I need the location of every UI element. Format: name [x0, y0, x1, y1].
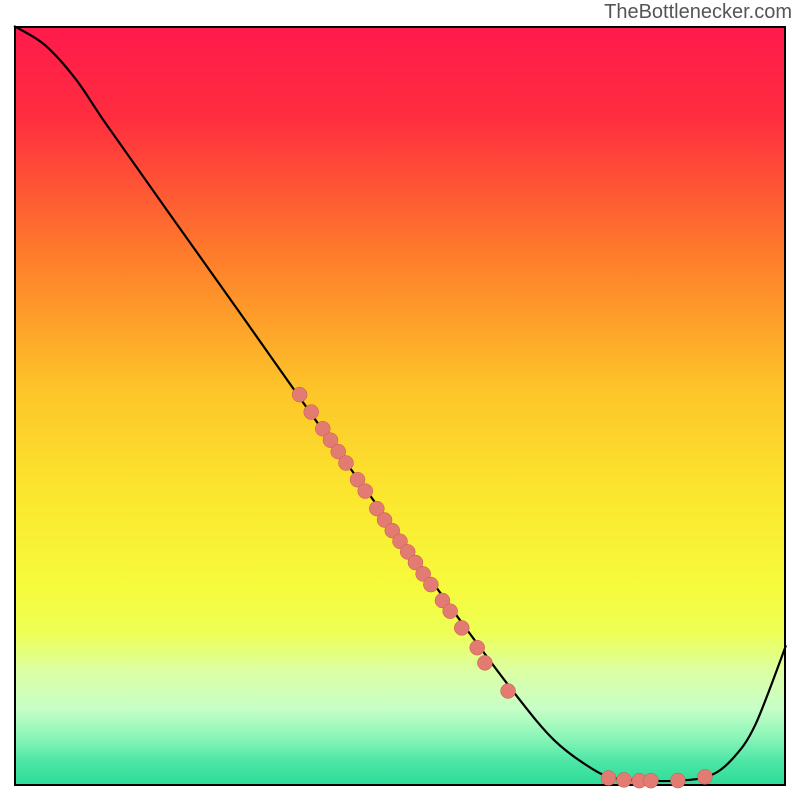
chart-container: TheBottlenecker.com: [0, 0, 800, 800]
data-marker: [697, 769, 712, 784]
data-marker: [470, 640, 485, 655]
data-marker: [454, 620, 469, 635]
curve-svg: [0, 0, 800, 800]
data-marker: [292, 387, 307, 402]
data-marker: [304, 405, 319, 420]
data-marker: [338, 456, 353, 471]
data-marker: [477, 655, 492, 670]
data-marker: [501, 684, 516, 699]
bottleneck-curve: [14, 26, 786, 781]
data-marker: [643, 773, 658, 788]
data-marker: [670, 773, 685, 788]
data-marker: [423, 577, 438, 592]
data-marker: [616, 772, 631, 787]
data-marker: [443, 604, 458, 619]
data-marker: [601, 771, 616, 786]
data-marker: [358, 484, 373, 499]
